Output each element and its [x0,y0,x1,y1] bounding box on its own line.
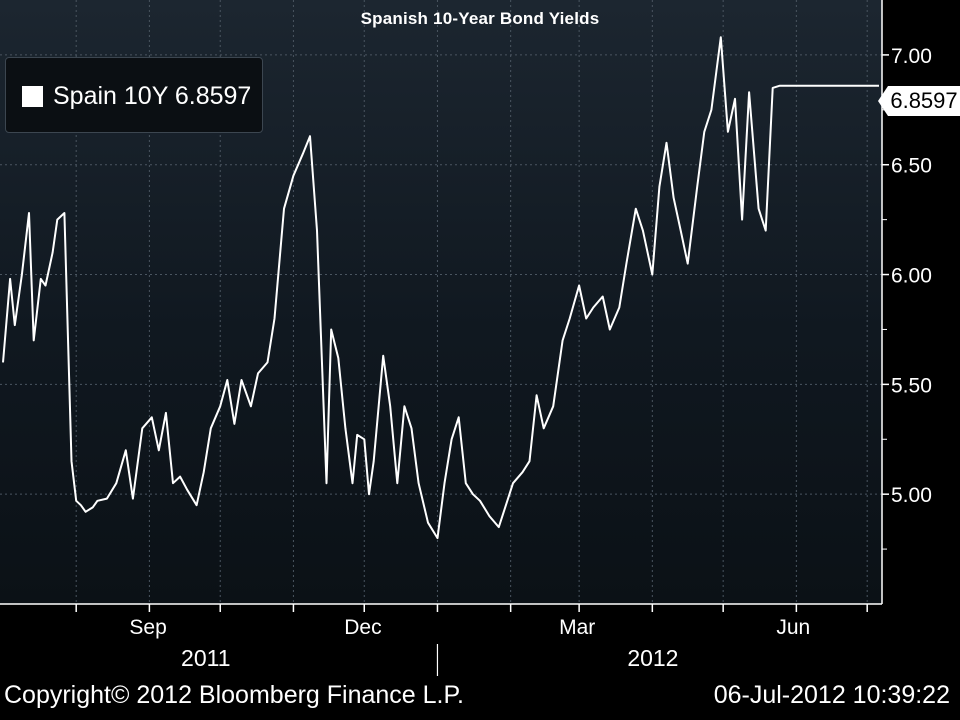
chart-title: Spanish 10-Year Bond Yields [360,9,600,28]
y-tick-label: 6.00 [891,265,932,288]
series-line-spain-10y [2,36,879,540]
legend: Spain 10Y 6.8597 [5,57,263,133]
gridlines [0,0,882,604]
copyright-text: Copyright© 2012 Bloomberg Finance L.P. [4,681,464,709]
y-tick-label: 5.00 [891,484,932,507]
last-value-pointer [878,86,888,116]
x-tick-label: Sep [129,616,166,639]
x-tick-label: Mar [559,616,595,639]
series-layer [2,36,879,540]
ticks: 5.00 5.50 6.00 6.50 7.00 Sep Dec Mar Jun 2011 2012 [75,45,932,671]
x-tick-label: Dec [344,616,381,639]
y-tick-label: 6.50 [891,155,932,178]
timestamp-text: 06-Jul-2012 10:39:22 [713,681,950,709]
legend-label: Spain 10Y 6.8597 [53,82,252,110]
y-tick-label: 7.00 [891,45,932,68]
y-tick-label: 5.50 [891,374,932,397]
x-tick-label: Jun [776,616,810,639]
legend-swatch [22,86,43,107]
year-label: 2012 [627,645,678,671]
last-value-label: 6.8597 [888,86,960,116]
year-label: 2011 [181,645,230,671]
